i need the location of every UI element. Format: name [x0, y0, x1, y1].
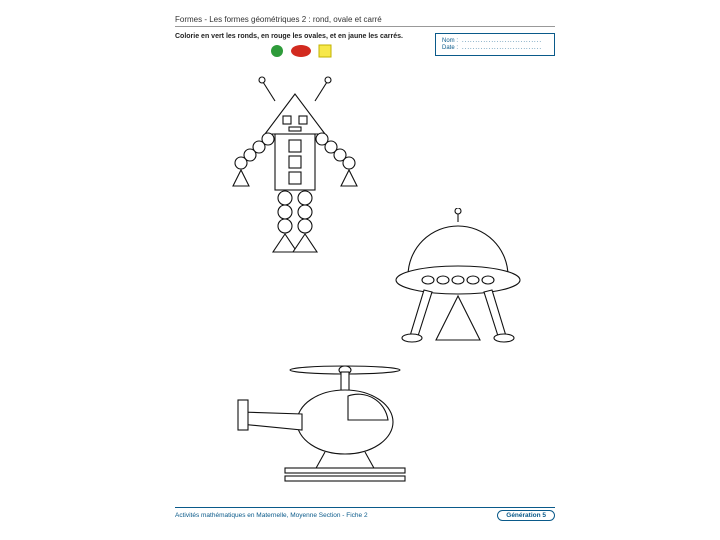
page-title: Formes - Les formes géométriques 2 : ron… — [175, 15, 555, 27]
legend — [175, 44, 427, 58]
footer-text: Activités mathématiques en Maternelle, M… — [175, 512, 368, 519]
name-field[interactable]: .............................. — [462, 38, 542, 44]
brand-badge: Génération 5 — [497, 510, 555, 521]
ufo-drawing — [370, 208, 545, 358]
legend-oval-icon — [290, 44, 312, 58]
instruction-text: Colorie en vert les ronds, en rouge les … — [175, 33, 427, 40]
helicopter-drawing — [230, 358, 430, 498]
legend-square-icon — [318, 44, 332, 58]
name-label: Nom : — [442, 38, 458, 44]
date-field[interactable]: .............................. — [462, 45, 542, 51]
date-label: Date : — [442, 45, 458, 51]
robot-drawing — [215, 76, 375, 266]
legend-circle-icon — [270, 44, 284, 58]
name-date-box: Nom :.............................. Date… — [435, 33, 555, 56]
